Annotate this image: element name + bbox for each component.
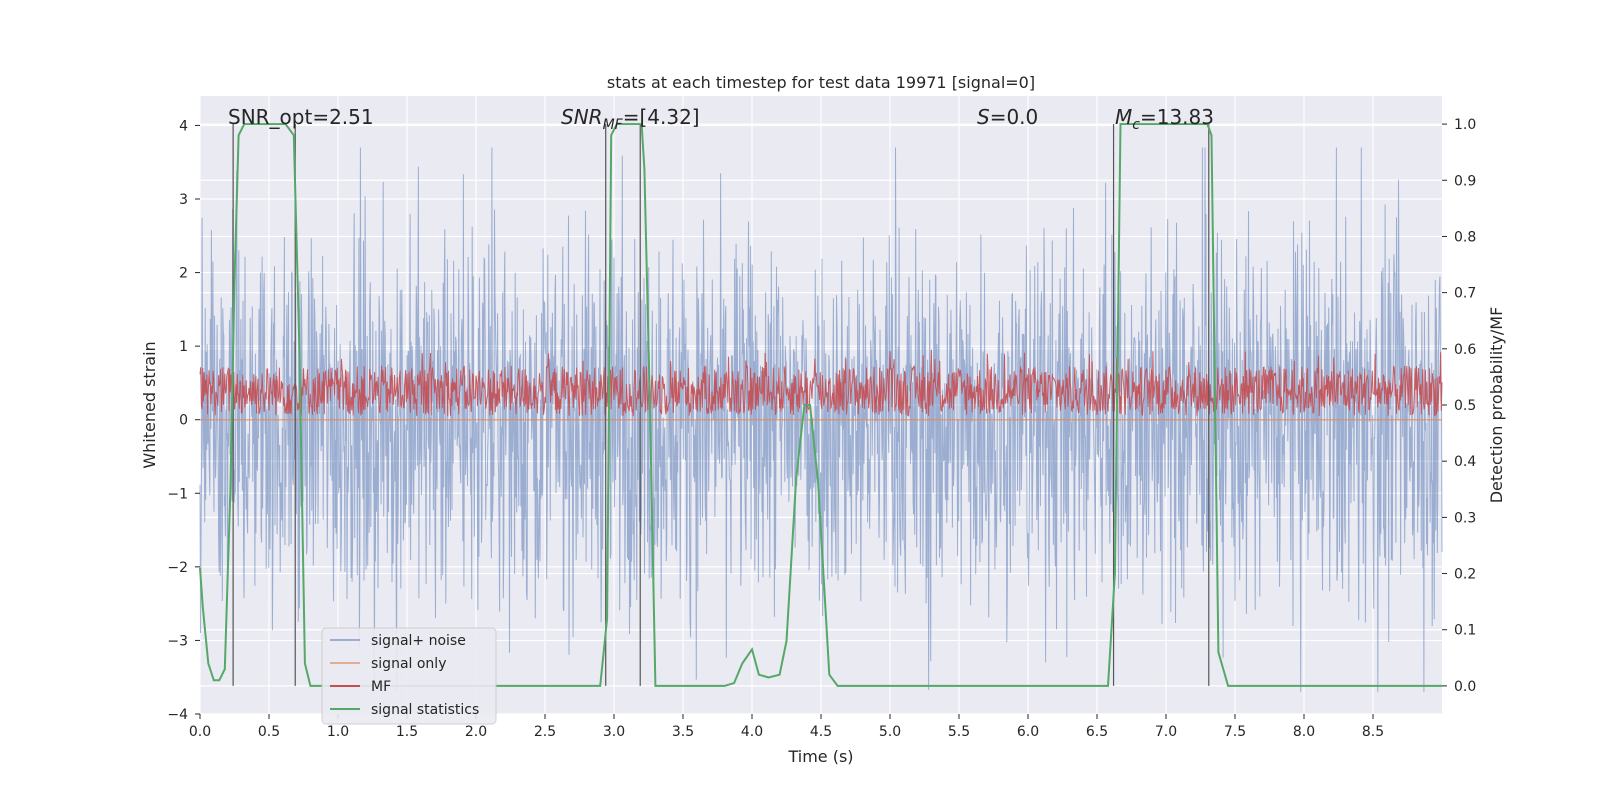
chart-title: stats at each timestep for test data 199…	[607, 73, 1035, 92]
x-axis-label: Time (s)	[787, 747, 853, 766]
x-tick-label: 2.5	[534, 724, 556, 740]
x-tick-label: 1.0	[327, 724, 349, 740]
x-tick-label: 8.5	[1362, 724, 1384, 740]
signal-noise-series	[199, 147, 1443, 692]
y-left-axis-ticks: −4 −3 −2 −1 0 1 2 3 4	[167, 118, 200, 723]
y-left-tick-label: 2	[179, 266, 188, 282]
y-right-tick-label: 0.9	[1454, 173, 1476, 189]
x-tick-label: 7.0	[1155, 724, 1177, 740]
legend-label-statistics: signal statistics	[371, 702, 479, 718]
x-tick-label: 7.5	[1224, 724, 1246, 740]
y-left-tick-label: −1	[167, 486, 188, 502]
annotation-snr-mf: SNRMF=[4.32]	[561, 105, 700, 133]
y-right-tick-label: 0.8	[1454, 229, 1476, 245]
mf-line	[199, 349, 1443, 417]
signal-noise-line	[199, 147, 1443, 692]
y-right-tick-label: 0.4	[1454, 454, 1476, 470]
y-right-tick-label: 0.6	[1454, 342, 1476, 358]
x-tick-label: 6.5	[1086, 724, 1108, 740]
x-tick-label: 3.5	[672, 724, 694, 740]
y-right-tick-label: 0.2	[1454, 567, 1476, 583]
x-tick-label: 5.0	[879, 724, 901, 740]
y-left-tick-label: 4	[179, 118, 188, 134]
x-tick-label: 4.5	[810, 724, 832, 740]
legend-box	[321, 627, 497, 725]
annotation-snr-opt: SNR_opt=2.51	[228, 105, 374, 129]
y-left-tick-label: 3	[179, 192, 188, 208]
y-right-tick-label: 0.5	[1454, 398, 1476, 414]
x-tick-label: 0.5	[258, 724, 280, 740]
signal-statistics-series	[199, 123, 1442, 687]
y-left-tick-label: 0	[179, 413, 188, 429]
annotation-mc: Mc=13.83	[1115, 105, 1214, 133]
x-tick-label: 6.0	[1017, 724, 1039, 740]
y-left-tick-label: −2	[167, 560, 188, 576]
x-tick-label: 0.0	[189, 724, 211, 740]
x-tick-label: 3.0	[603, 724, 625, 740]
y-right-tick-label: 0.7	[1454, 286, 1476, 302]
y-left-tick-label: −3	[167, 633, 188, 649]
y-left-axis-label: Whitened strain	[140, 341, 159, 468]
legend: signal+ noise signal only MF signal stat…	[321, 627, 497, 725]
x-axis-ticks: 0.0 0.5 1.0 1.5 2.0 2.5 3.0 3.5 4.0 4.5 5.0 5.5 6.0 6…	[189, 714, 1384, 740]
legend-label-mf: MF	[371, 679, 391, 695]
mf-series	[199, 349, 1443, 417]
legend-label-signal-noise: signal+ noise	[371, 633, 466, 649]
x-tick-label: 4.0	[741, 724, 763, 740]
x-tick-label: 5.5	[948, 724, 970, 740]
annotation-s: S=0.0	[977, 105, 1038, 129]
y-left-tick-label: 1	[179, 339, 188, 355]
signal-statistics-line	[199, 123, 1442, 687]
y-right-tick-label: 1.0	[1454, 117, 1476, 133]
y-left-tick-label: −4	[167, 707, 188, 723]
legend-label-signal-only: signal only	[371, 656, 446, 672]
x-tick-label: 8.0	[1293, 724, 1315, 740]
x-tick-label: 2.0	[465, 724, 487, 740]
y-right-tick-label: 0.0	[1454, 679, 1476, 695]
x-tick-label: 1.5	[396, 724, 418, 740]
y-right-axis-label: Detection probability/MF	[1487, 307, 1506, 504]
y-right-axis-ticks: 0.0 0.1 0.2 0.3 0.4 0.5 0.6 0.7 0.8 0.9 1.0	[1442, 117, 1476, 695]
y-right-tick-label: 0.1	[1454, 623, 1476, 639]
y-right-tick-label: 0.3	[1454, 510, 1476, 526]
